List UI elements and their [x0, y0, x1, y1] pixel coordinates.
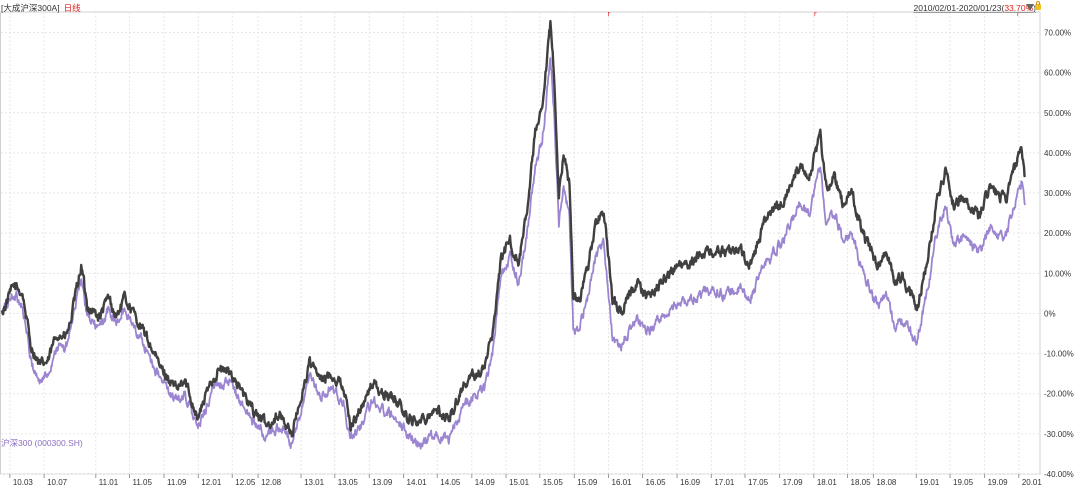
x-tick-label: 14.09 — [475, 478, 496, 487]
x-tick-label: 19.05 — [953, 478, 974, 487]
x-tick-label: 12.05 — [235, 478, 256, 487]
x-tick-label: 11.09 — [167, 478, 187, 487]
event-marker[interactable]: r — [814, 10, 817, 18]
x-tick-label: 13.05 — [338, 478, 359, 487]
x-tick-label: 17.09 — [783, 478, 804, 487]
dropdown-triangle-icon[interactable] — [1026, 4, 1034, 11]
x-tick-label: 15.01 — [509, 478, 530, 487]
plot-frame — [0, 11, 1041, 475]
y-axis: 70.00% 60.00% 50.00% 40.00% 30.00% 20.00% 10.0… — [1044, 29, 1074, 480]
x-tick-label: 18.05 — [851, 478, 872, 487]
y-tick-label: 70.00% — [1044, 29, 1071, 38]
lock-icon[interactable] — [1035, 1, 1041, 10]
y-tick-label: -20.00% — [1044, 390, 1074, 399]
y-tick-label: 0% — [1044, 309, 1056, 318]
date-range: 2010/02/01-2020/01/23 — [913, 3, 1002, 13]
x-tick-label: 19.01 — [919, 478, 940, 487]
x-tick-label: 20.01 — [1022, 478, 1043, 487]
x-tick-label: 10.03 — [13, 478, 34, 487]
series-layer — [0, 19, 1027, 450]
x-tick-label: 18.08 — [876, 478, 897, 487]
y-tick-label: -10.00% — [1044, 350, 1074, 359]
x-tick-label: 18.01 — [817, 478, 838, 487]
y-tick-label: 10.00% — [1044, 269, 1071, 278]
fund-series-line — [0, 19, 1027, 438]
x-tick-label: 14.05 — [440, 478, 461, 487]
x-tick-label: 12.01 — [201, 478, 222, 487]
x-tick-label: 11.01 — [99, 478, 119, 487]
x-tick-label: 17.05 — [748, 478, 769, 487]
index-legend-label: 沪深300 (000300.SH) — [1, 438, 83, 448]
x-tick-label: 15.09 — [577, 478, 598, 487]
x-tick-label: 14.01 — [407, 478, 428, 487]
event-marker[interactable]: r — [607, 10, 610, 18]
period-tag[interactable]: 日线 — [63, 3, 81, 13]
range-return: 33.70% — [1004, 3, 1034, 13]
x-tick-label: 16.01 — [612, 478, 633, 487]
x-tick-label: 13.01 — [304, 478, 325, 487]
date-range-readout[interactable]: 2010/02/01-2020/01/23(33.70%) — [913, 3, 1036, 13]
x-tick-label: 15.05 — [543, 478, 564, 487]
y-tick-label: 30.00% — [1044, 189, 1071, 198]
x-tick-label: 16.09 — [680, 478, 701, 487]
x-tick-label: 11.05 — [132, 478, 152, 487]
x-tick-label: 16.05 — [646, 478, 667, 487]
event-marker[interactable]: r — [1017, 10, 1020, 18]
x-axis: 10.03 10.07 11.01 11.05 11.09 12.01 12.05 12.08… — [9, 474, 1043, 487]
chart-header-left: [大成沪深300A] 日线 — [1, 2, 81, 14]
y-tick-label: -40.00% — [1044, 470, 1074, 479]
y-tick-label: 60.00% — [1044, 69, 1071, 78]
y-tick-label: -30.00% — [1044, 430, 1074, 439]
x-tick-label: 17.01 — [714, 478, 735, 487]
x-tick-label: 12.08 — [261, 478, 282, 487]
x-tick-label: 10.07 — [47, 478, 68, 487]
fund-name: [大成沪深300A] — [1, 3, 60, 13]
x-tick-label: 19.09 — [988, 478, 1009, 487]
x-tick-label: 13.09 — [372, 478, 393, 487]
y-tick-label: 40.00% — [1044, 149, 1071, 158]
y-tick-label: 50.00% — [1044, 109, 1071, 118]
y-tick-label: 20.00% — [1044, 229, 1071, 238]
index-series-line — [1, 57, 1026, 450]
grid — [0, 11, 1041, 475]
